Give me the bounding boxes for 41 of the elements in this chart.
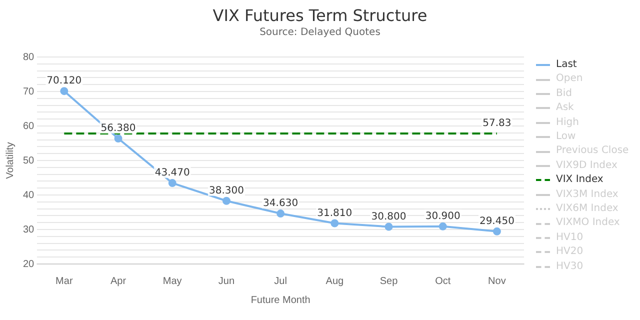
data-label: 29.450	[479, 216, 514, 227]
point	[330, 219, 339, 228]
point	[168, 179, 176, 188]
point	[384, 222, 393, 231]
data-label: 31.810	[317, 208, 352, 219]
point	[114, 134, 122, 142]
x-tick-label: Aug	[326, 276, 344, 287]
y-tick-label: 50	[23, 155, 35, 166]
x-tick-label: Mar	[56, 276, 74, 287]
x-tick-label: Jun	[218, 276, 235, 287]
chart-subtitle: Source: Delayed Quotes	[258, 27, 382, 38]
data-label: 43.470	[154, 168, 190, 179]
x-tick-label: Jul	[274, 276, 287, 287]
point	[222, 196, 230, 205]
point	[438, 222, 447, 230]
x-axis-title: Future Month	[250, 294, 310, 306]
y-tick-label: 70	[23, 86, 35, 98]
y-tick-label: 40	[23, 190, 35, 201]
data-label: 34.630	[263, 198, 298, 210]
data-label: 38.300	[208, 185, 244, 196]
x-tick-label: Apr	[110, 276, 127, 287]
x-tick-label: Sep	[380, 276, 398, 287]
chart-title: VIX Futures Term Structure	[212, 6, 428, 25]
y-tick-label: 30	[23, 224, 35, 236]
data-label: 30.900	[425, 210, 460, 222]
point	[60, 87, 68, 96]
y-axis-title: Volatility	[4, 142, 16, 179]
legend-label: VIX Index	[556, 173, 604, 188]
x-tick-label: May	[162, 276, 182, 287]
data-label: 56.380	[100, 123, 136, 134]
data-label: 57.83	[482, 118, 512, 130]
legend-label: Last	[556, 58, 577, 72]
x-tick-label: Oct	[435, 276, 451, 287]
y-tick-label: 20	[23, 258, 35, 270]
data-label: 70.120	[46, 76, 82, 87]
data-label: 30.800	[371, 211, 406, 222]
point	[492, 227, 501, 236]
y-tick-label: 80	[23, 52, 35, 63]
x-tick-label: Nov	[488, 276, 506, 287]
y-tick-label: 60	[23, 120, 35, 132]
point	[276, 210, 285, 218]
